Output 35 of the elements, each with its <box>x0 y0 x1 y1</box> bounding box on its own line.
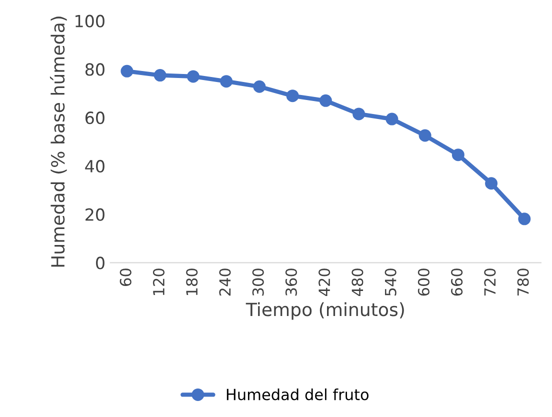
legend-label: Humedad del fruto <box>226 388 369 400</box>
y-tick-label: 20 <box>86 208 104 221</box>
point <box>386 112 398 126</box>
x-tick-label: 720 <box>484 268 496 296</box>
point <box>154 69 166 82</box>
x-tick-label: 420 <box>318 268 330 296</box>
x-tick-label: 480 <box>352 268 364 296</box>
x-tick-label: 120 <box>152 268 165 296</box>
point <box>253 80 266 93</box>
x-tick-label: 540 <box>384 268 396 296</box>
x-tick-label: 60 <box>120 268 132 286</box>
y-tick-label: 0 <box>96 256 104 270</box>
y-axis-title: Humedad (% base húmeda) <box>50 16 67 267</box>
x-tick-label: 300 <box>252 268 264 296</box>
point <box>120 64 134 78</box>
point <box>220 75 233 88</box>
x-tick-label: 360 <box>285 268 297 296</box>
x-tick-label: 600 <box>418 268 430 296</box>
x-tick-label: 780 <box>517 268 529 296</box>
x-axis-title: Tiempo (minutos) <box>246 302 404 320</box>
point <box>186 70 200 83</box>
point <box>418 129 432 142</box>
y-tick-label: 60 <box>85 112 104 124</box>
point <box>286 90 299 102</box>
y-tick-label: 80 <box>85 63 104 76</box>
point <box>452 148 464 162</box>
x-tick-label: 660 <box>451 268 463 296</box>
point <box>319 94 332 107</box>
y-tick-label: 40 <box>85 160 104 173</box>
x-tick-label: 240 <box>219 268 231 296</box>
y-tick-label: 100 <box>76 14 104 28</box>
x-tick-label: 180 <box>186 268 198 296</box>
point <box>518 212 531 226</box>
point <box>352 108 366 120</box>
point <box>485 177 498 190</box>
